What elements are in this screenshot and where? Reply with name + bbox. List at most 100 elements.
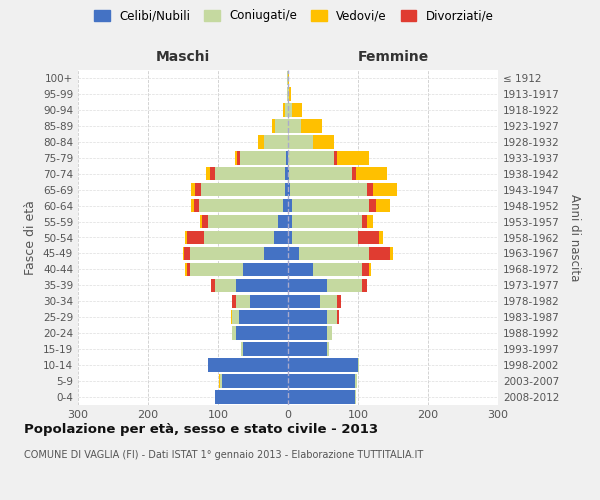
Bar xyxy=(288,71,289,85)
Bar xyxy=(235,151,237,164)
Bar xyxy=(288,262,313,276)
Bar xyxy=(358,358,359,372)
Bar xyxy=(368,246,389,260)
Bar xyxy=(183,246,184,260)
Bar xyxy=(185,262,187,276)
Bar xyxy=(275,119,288,132)
Bar xyxy=(220,374,221,388)
Bar xyxy=(208,358,288,372)
Bar xyxy=(190,246,263,260)
Bar xyxy=(288,310,326,324)
Bar xyxy=(185,230,187,244)
Text: Popolazione per età, sesso e stato civile - 2013: Popolazione per età, sesso e stato civil… xyxy=(24,422,378,436)
Bar xyxy=(209,167,215,180)
Bar xyxy=(288,103,292,117)
Bar xyxy=(361,262,368,276)
Bar xyxy=(215,390,288,404)
Bar xyxy=(320,294,337,308)
Bar xyxy=(368,199,376,212)
Bar xyxy=(288,215,292,228)
Bar xyxy=(284,183,288,196)
Bar xyxy=(288,246,299,260)
Bar xyxy=(274,230,288,244)
Bar xyxy=(301,119,322,132)
Text: COMUNE DI VAGLIA (FI) - Dati ISTAT 1° gennaio 2013 - Elaborazione TUTTITALIA.IT: COMUNE DI VAGLIA (FI) - Dati ISTAT 1° ge… xyxy=(24,450,423,460)
Bar xyxy=(288,230,292,244)
Bar xyxy=(191,183,195,196)
Bar xyxy=(218,374,220,388)
Bar xyxy=(242,262,288,276)
Bar xyxy=(361,215,367,228)
Bar xyxy=(277,215,288,228)
Bar xyxy=(230,310,232,324)
Bar xyxy=(361,278,367,292)
Bar xyxy=(292,230,358,244)
Bar xyxy=(373,183,397,196)
Y-axis label: Anni di nascita: Anni di nascita xyxy=(568,194,581,281)
Bar xyxy=(288,151,334,164)
Bar xyxy=(367,183,373,196)
Bar xyxy=(368,262,371,276)
Bar xyxy=(287,71,288,85)
Bar xyxy=(239,310,288,324)
Bar xyxy=(288,183,290,196)
Bar xyxy=(326,326,332,340)
Bar xyxy=(326,342,329,356)
Bar xyxy=(193,199,199,212)
Bar xyxy=(287,87,288,101)
Bar xyxy=(288,326,326,340)
Bar xyxy=(200,215,202,228)
Bar xyxy=(355,374,356,388)
Bar xyxy=(334,151,337,164)
Bar xyxy=(235,326,288,340)
Bar xyxy=(292,103,302,117)
Bar xyxy=(299,246,368,260)
Bar xyxy=(292,199,368,212)
Bar xyxy=(285,167,288,180)
Bar xyxy=(187,230,204,244)
Bar xyxy=(200,183,284,196)
Bar xyxy=(367,215,373,228)
Bar xyxy=(288,87,289,101)
Bar xyxy=(263,246,288,260)
Bar xyxy=(289,167,352,180)
Bar xyxy=(242,342,288,356)
Bar xyxy=(288,135,313,148)
Bar xyxy=(289,87,291,101)
Bar xyxy=(288,342,326,356)
Bar xyxy=(355,390,356,404)
Bar xyxy=(326,278,361,292)
Bar xyxy=(241,342,242,356)
Bar xyxy=(190,262,242,276)
Bar xyxy=(241,151,286,164)
Bar xyxy=(288,167,289,180)
Bar xyxy=(337,294,341,308)
Bar xyxy=(283,103,284,117)
Bar xyxy=(337,310,339,324)
Bar xyxy=(187,262,190,276)
Bar xyxy=(290,183,367,196)
Bar xyxy=(352,167,356,180)
Bar xyxy=(215,278,235,292)
Y-axis label: Fasce di età: Fasce di età xyxy=(25,200,37,275)
Text: Femmine: Femmine xyxy=(358,50,428,64)
Bar xyxy=(195,183,200,196)
Bar xyxy=(199,199,283,212)
Legend: Celibi/Nubili, Coniugati/e, Vedovi/e, Divorziati/e: Celibi/Nubili, Coniugati/e, Vedovi/e, Di… xyxy=(91,6,497,26)
Bar xyxy=(356,167,388,180)
Bar xyxy=(272,119,275,132)
Bar xyxy=(284,103,288,117)
Bar xyxy=(258,135,263,148)
Bar xyxy=(288,278,326,292)
Bar xyxy=(232,294,235,308)
Bar xyxy=(232,310,239,324)
Text: Maschi: Maschi xyxy=(156,50,210,64)
Bar xyxy=(379,230,383,244)
Bar xyxy=(208,215,277,228)
Bar xyxy=(288,390,355,404)
Bar xyxy=(250,294,288,308)
Bar xyxy=(191,199,193,212)
Bar xyxy=(288,294,320,308)
Bar xyxy=(326,310,337,324)
Bar xyxy=(288,199,292,212)
